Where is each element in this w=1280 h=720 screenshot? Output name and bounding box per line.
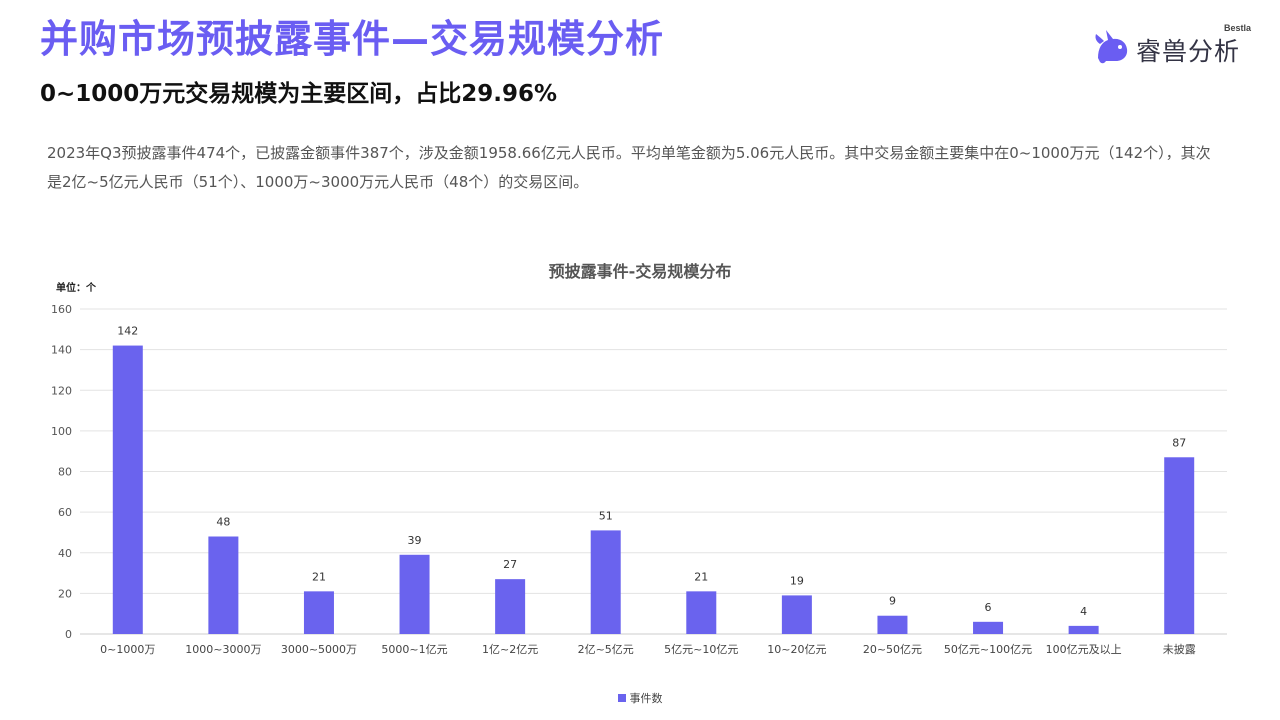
unit-label: 单位：个: [56, 283, 96, 294]
y-tick-label: 160: [51, 303, 72, 316]
x-tick-label: 1亿~2亿元: [482, 643, 538, 656]
data-label: 21: [312, 570, 326, 583]
data-label: 48: [216, 516, 230, 529]
y-tick-label: 60: [58, 506, 72, 519]
y-tick-label: 140: [51, 344, 72, 357]
page-subtitle: 0~1000万元交易规模为主要区间，占比29.96%: [40, 81, 558, 107]
data-label: 142: [117, 325, 138, 338]
data-label: 9: [889, 595, 896, 608]
chart-title: 预披露事件-交易规模分布: [548, 262, 732, 281]
x-tick-label: 100亿元及以上: [1046, 643, 1122, 656]
x-tick-label: 1000~3000万: [185, 643, 261, 656]
data-label: 39: [408, 534, 422, 547]
x-tick-label: 5000~1亿元: [381, 643, 447, 656]
y-tick-label: 20: [58, 587, 72, 600]
x-tick-label: 未披露: [1163, 642, 1196, 656]
y-tick-label: 80: [58, 466, 72, 479]
y-axis-ticks: 0 20 40 60 80 100 120 140 160: [51, 303, 72, 641]
bars: [112, 345, 1195, 634]
x-tick-label: 0~1000万: [100, 643, 155, 656]
bar: [399, 554, 430, 634]
data-label: 6: [985, 601, 992, 614]
data-label: 27: [503, 558, 517, 571]
bar: [208, 536, 239, 634]
bar: [686, 591, 717, 634]
y-tick-label: 120: [51, 384, 72, 397]
data-label: 4: [1080, 605, 1087, 618]
y-tick-label: 100: [51, 425, 72, 438]
y-tick-label: 0: [65, 628, 72, 641]
brand-logo: Bestla 睿兽分析: [1090, 20, 1255, 70]
data-label: 87: [1172, 436, 1186, 449]
data-label: 51: [599, 509, 613, 522]
legend-label: 事件数: [629, 692, 663, 705]
bar: [1164, 457, 1195, 634]
data-label: 19: [790, 574, 804, 587]
gridlines: [80, 308, 1227, 635]
bar: [495, 579, 526, 634]
x-tick-label: 3000~5000万: [281, 643, 357, 656]
logo-brand-text: Bestla: [1223, 23, 1251, 33]
bar: [781, 595, 812, 634]
bar: [973, 621, 1004, 634]
bar: [1068, 625, 1099, 634]
data-labels: 142 48 21 39 27 51 21 19 9 6 4 87: [117, 325, 1186, 618]
y-tick-label: 40: [58, 547, 72, 560]
legend-swatch: [617, 694, 626, 702]
summary-paragraph: 2023年Q3预披露事件474个，已披露金额事件387个，涉及金额1958.66…: [47, 144, 1211, 191]
data-label: 21: [694, 570, 708, 583]
bar: [303, 591, 334, 634]
x-tick-label: 2亿~5亿元: [578, 643, 634, 656]
x-tick-label: 5亿元~10亿元: [664, 643, 738, 656]
x-tick-label: 50亿元~100亿元: [944, 643, 1032, 656]
x-axis-ticks: 0~1000万 1000~3000万 3000~5000万 5000~1亿元 1亿~2亿…: [100, 642, 1196, 656]
x-tick-label: 20~50亿元: [863, 643, 922, 656]
page-title: 并购市场预披露事件—交易规模分析: [40, 17, 665, 61]
x-tick-label: 10~20亿元: [767, 643, 826, 656]
logo-name-text: 睿兽分析: [1136, 37, 1241, 66]
bar: [112, 345, 143, 634]
bar: [590, 530, 621, 634]
bar: [877, 615, 908, 634]
chart-legend: 事件数: [0, 690, 1280, 706]
unicorn-icon: [1095, 30, 1128, 64]
